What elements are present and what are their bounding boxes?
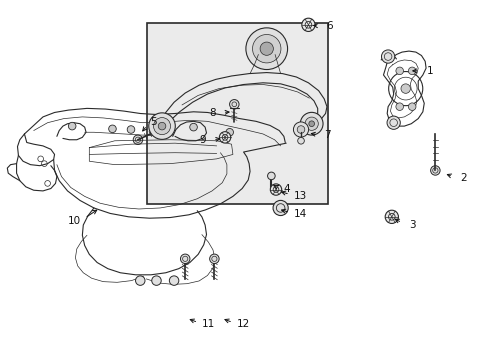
Circle shape [385,210,398,224]
Text: 2: 2 [459,173,466,183]
Circle shape [386,116,400,129]
Circle shape [158,122,165,130]
Text: 9: 9 [199,135,206,145]
Circle shape [209,254,219,264]
Circle shape [260,42,273,55]
Text: 14: 14 [293,209,306,219]
Text: 6: 6 [325,21,332,31]
Circle shape [300,112,323,135]
Circle shape [297,126,304,133]
Circle shape [301,18,314,31]
Circle shape [400,84,409,93]
Circle shape [252,35,281,63]
Circle shape [293,122,308,137]
Circle shape [148,113,175,139]
Circle shape [267,172,275,180]
Circle shape [297,138,304,144]
Circle shape [430,166,439,175]
Circle shape [169,276,179,285]
Circle shape [153,118,170,135]
Circle shape [395,67,403,75]
Text: 11: 11 [202,319,215,329]
Circle shape [407,103,415,111]
Text: 8: 8 [209,108,215,118]
Text: 4: 4 [283,184,290,194]
Circle shape [272,201,287,216]
Circle shape [219,132,230,143]
Circle shape [133,135,142,144]
Circle shape [135,276,145,285]
Circle shape [395,103,403,111]
Circle shape [225,129,233,136]
Text: 10: 10 [68,216,81,226]
Circle shape [270,184,281,195]
Circle shape [229,100,239,109]
Text: 13: 13 [293,191,306,201]
Circle shape [127,126,135,133]
Circle shape [245,28,287,69]
Text: 7: 7 [324,130,330,140]
Text: 12: 12 [236,319,249,329]
Circle shape [180,254,189,264]
Text: 5: 5 [150,117,156,127]
Circle shape [308,121,314,127]
Bar [147,23,327,204]
Circle shape [189,123,197,131]
Text: 1: 1 [426,66,432,76]
Circle shape [68,122,76,130]
Circle shape [108,125,116,132]
Circle shape [381,50,394,63]
Circle shape [407,67,415,75]
Circle shape [151,276,161,285]
Text: 3: 3 [408,220,415,230]
Circle shape [305,117,318,130]
